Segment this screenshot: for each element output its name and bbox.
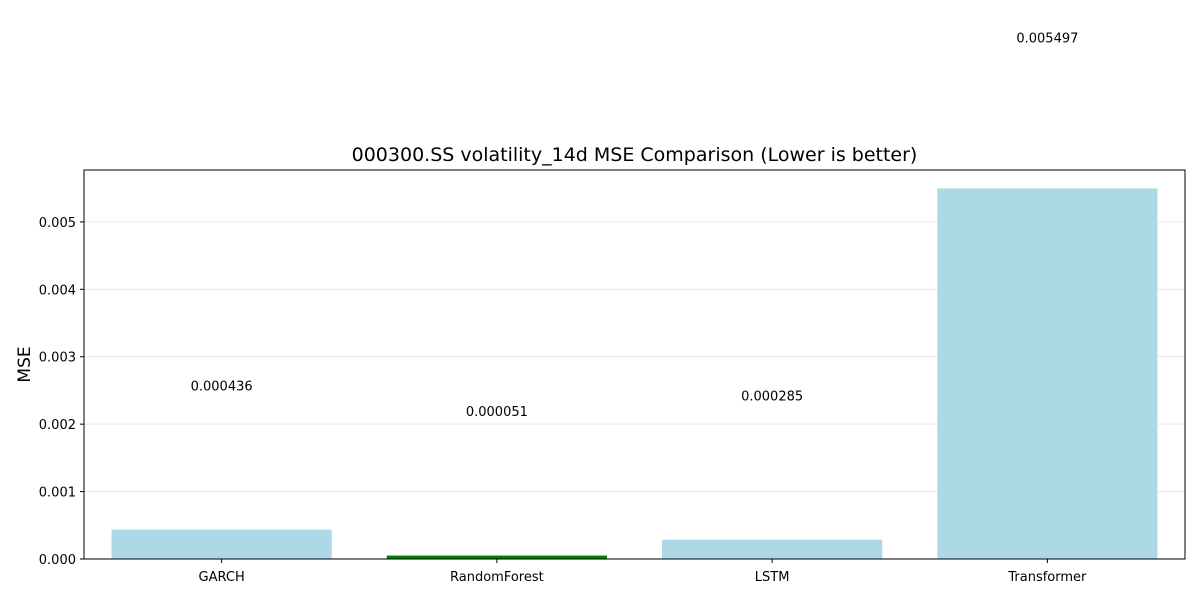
x-tick-label: GARCH (199, 570, 245, 585)
y-tick-label: 0.002 (39, 418, 76, 433)
y-tick-label: 0.005 (39, 216, 76, 231)
y-axis-label: MSE (15, 346, 35, 382)
x-axis-ticks: GARCH RandomForest LSTM Transformer (199, 559, 1087, 585)
chart-title: 000300.SS volatility_14d MSE Comparison … (352, 144, 918, 166)
y-tick-label: 0.004 (39, 283, 76, 298)
y-tick-label: 0.001 (39, 486, 76, 501)
bar-lstm (662, 539, 883, 559)
x-tick-label: RandomForest (450, 570, 544, 585)
value-label-randomforest: 0.000051 (466, 405, 528, 420)
value-labels: 0.000436 0.000051 0.000285 0.005497 (191, 32, 1079, 420)
bar-randomforest (386, 555, 607, 559)
bar-transformer (937, 188, 1158, 559)
value-label-lstm: 0.000285 (741, 390, 803, 405)
bar-garch (111, 529, 332, 559)
bars (111, 188, 1158, 559)
value-label-transformer: 0.005497 (1016, 32, 1078, 47)
y-axis-ticks: 0.000 0.001 0.002 0.003 0.004 0.005 (39, 216, 84, 568)
y-tick-label: 0.000 (39, 553, 76, 568)
y-tick-label: 0.003 (39, 351, 76, 366)
x-tick-label: LSTM (755, 570, 790, 585)
plot-frame (83, 169, 1186, 560)
x-tick-label: Transformer (1007, 570, 1087, 585)
value-label-garch: 0.000436 (191, 379, 253, 394)
